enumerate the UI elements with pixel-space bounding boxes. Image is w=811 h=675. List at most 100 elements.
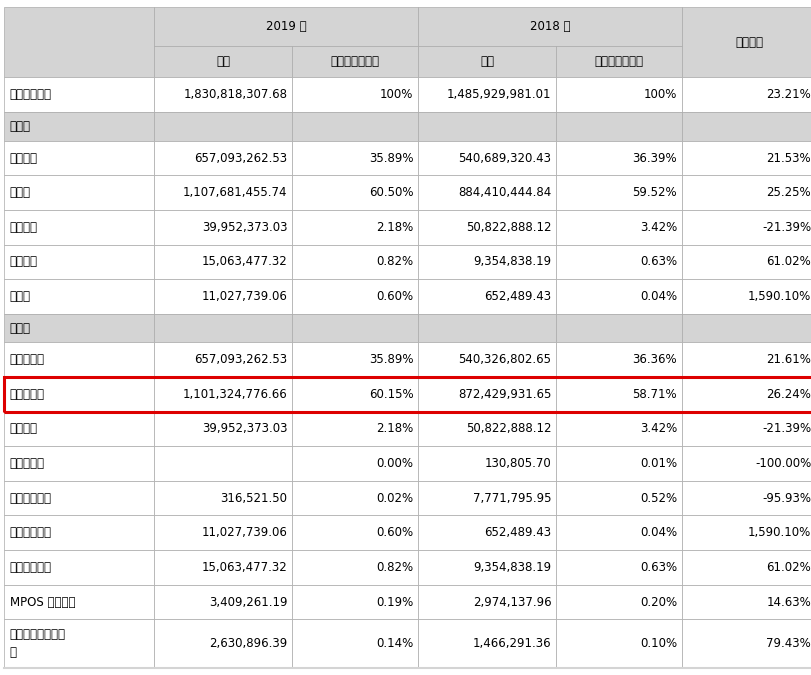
Text: -21.39%: -21.39% (762, 221, 810, 234)
Bar (556, 377, 681, 412)
Bar (4, 446, 154, 481)
Bar (4, 342, 154, 377)
Bar (292, 314, 418, 342)
Bar (418, 112, 556, 140)
Text: 供应链业务: 供应链业务 (10, 353, 45, 367)
Bar (556, 585, 681, 620)
Text: 11,027,739.06: 11,027,739.06 (201, 290, 287, 303)
Bar (4, 78, 154, 112)
Bar (4, 377, 154, 412)
Text: 21.53%: 21.53% (766, 151, 810, 165)
Text: 50,822,888.12: 50,822,888.12 (466, 423, 551, 435)
Bar (556, 176, 681, 210)
Text: 58.71%: 58.71% (632, 388, 676, 401)
Text: 652,489.43: 652,489.43 (483, 290, 551, 303)
Text: 金额: 金额 (479, 55, 494, 68)
Bar (681, 412, 811, 446)
Bar (154, 112, 292, 140)
Text: 1,485,929,981.01: 1,485,929,981.01 (446, 88, 551, 101)
Text: 540,689,320.43: 540,689,320.43 (457, 151, 551, 165)
Text: 3,409,261.19: 3,409,261.19 (208, 595, 287, 609)
Text: 657,093,262.53: 657,093,262.53 (194, 353, 287, 367)
Text: 652,489.43: 652,489.43 (483, 526, 551, 539)
Bar (556, 244, 681, 279)
Bar (4, 620, 154, 668)
Text: 316,521.50: 316,521.50 (220, 491, 287, 505)
Text: 60.15%: 60.15% (368, 388, 413, 401)
Bar (292, 481, 418, 516)
Bar (418, 481, 556, 516)
Bar (292, 244, 418, 279)
Bar (681, 342, 811, 377)
Text: 保理行业: 保理行业 (10, 221, 37, 234)
Text: 39,952,373.03: 39,952,373.03 (202, 221, 287, 234)
Bar (292, 377, 418, 412)
Bar (4, 112, 154, 140)
Text: 9,354,838.19: 9,354,838.19 (473, 255, 551, 269)
Bar (4, 314, 154, 342)
Bar (681, 620, 811, 668)
Bar (681, 140, 811, 176)
Bar (681, 112, 811, 140)
Text: 61.02%: 61.02% (766, 561, 810, 574)
Text: 第三方支付: 第三方支付 (10, 388, 45, 401)
Bar (418, 176, 556, 210)
Text: 25.25%: 25.25% (766, 186, 810, 199)
Bar (4, 481, 154, 516)
Bar (292, 210, 418, 244)
Bar (4, 176, 154, 210)
Bar (154, 550, 292, 585)
Text: 分行业: 分行业 (10, 120, 31, 133)
Bar (418, 342, 556, 377)
Text: 信用卡推广: 信用卡推广 (10, 457, 45, 470)
Text: 占营业收入比重: 占营业收入比重 (594, 55, 643, 68)
Text: 14.63%: 14.63% (766, 595, 810, 609)
Bar (154, 377, 292, 412)
Text: 同比增减: 同比增减 (734, 36, 762, 49)
Bar (154, 342, 292, 377)
Text: 占营业收入比重: 占营业收入比重 (330, 55, 380, 68)
Text: 657,093,262.53: 657,093,262.53 (194, 151, 287, 165)
Bar (681, 210, 811, 244)
Text: 融资租赁业务: 融资租赁业务 (10, 561, 52, 574)
Text: 872,429,931.65: 872,429,931.65 (457, 388, 551, 401)
Bar (154, 314, 292, 342)
Text: 11,027,739.06: 11,027,739.06 (201, 526, 287, 539)
Text: 0.19%: 0.19% (375, 595, 413, 609)
Text: 0.02%: 0.02% (375, 491, 413, 505)
Bar (292, 585, 418, 620)
Bar (292, 412, 418, 446)
Bar (154, 140, 292, 176)
Text: 0.63%: 0.63% (639, 255, 676, 269)
Bar (4, 377, 811, 412)
Bar (154, 279, 292, 314)
Bar (681, 314, 811, 342)
Bar (154, 620, 292, 668)
Bar (418, 550, 556, 585)
Text: 信息服务业务: 信息服务业务 (10, 491, 52, 505)
Bar (681, 279, 811, 314)
Bar (681, 446, 811, 481)
Bar (681, 244, 811, 279)
Text: 35.89%: 35.89% (368, 151, 413, 165)
Text: 100%: 100% (643, 88, 676, 101)
Text: 15,063,477.32: 15,063,477.32 (201, 561, 287, 574)
Bar (681, 7, 811, 78)
Bar (154, 585, 292, 620)
Bar (4, 140, 154, 176)
Bar (418, 46, 556, 78)
Text: 50,822,888.12: 50,822,888.12 (466, 221, 551, 234)
Text: 2.18%: 2.18% (375, 221, 413, 234)
Bar (4, 279, 154, 314)
Bar (154, 446, 292, 481)
Text: 36.39%: 36.39% (632, 151, 676, 165)
Bar (556, 279, 681, 314)
Bar (418, 412, 556, 446)
Text: 系统开发服务及其: 系统开发服务及其 (10, 628, 66, 641)
Bar (292, 112, 418, 140)
Text: MPOS 机具销售: MPOS 机具销售 (10, 595, 75, 609)
Bar (4, 210, 154, 244)
Text: 融资租赁: 融资租赁 (10, 255, 37, 269)
Bar (681, 550, 811, 585)
Bar (556, 46, 681, 78)
